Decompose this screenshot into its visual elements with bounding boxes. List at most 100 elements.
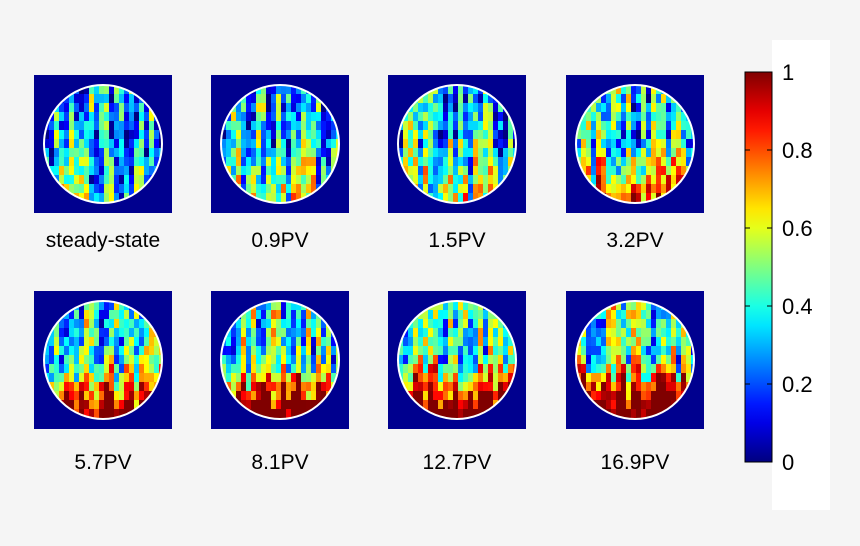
- saturation-cell: [154, 346, 160, 356]
- saturation-cell: [433, 409, 439, 419]
- saturation-cell: [458, 319, 464, 329]
- saturation-cell: [686, 130, 692, 140]
- saturation-cell: [296, 184, 302, 194]
- saturation-cell: [316, 355, 322, 365]
- saturation-cell: [586, 346, 592, 356]
- panel-label: 3.2PV: [606, 229, 663, 252]
- saturation-cell: [79, 337, 85, 347]
- saturation-cell: [433, 193, 439, 203]
- saturation-cell: [513, 355, 516, 365]
- saturation-cell: [301, 328, 307, 338]
- saturation-cell: [99, 112, 105, 122]
- saturation-cell: [119, 382, 125, 392]
- saturation-cell: [463, 382, 469, 392]
- saturation-cell: [631, 346, 637, 356]
- saturation-cell: [438, 337, 444, 347]
- saturation-cell: [443, 193, 449, 203]
- saturation-cell: [428, 121, 434, 131]
- saturation-cell: [54, 355, 60, 365]
- saturation-cell: [448, 139, 454, 149]
- saturation-cell: [591, 148, 597, 158]
- saturation-cell: [463, 112, 469, 122]
- saturation-cell: [408, 382, 414, 392]
- saturation-cell: [611, 346, 617, 356]
- saturation-cell: [656, 148, 662, 158]
- saturation-cell: [676, 319, 682, 329]
- saturation-cell: [611, 121, 617, 131]
- saturation-cell: [74, 346, 80, 356]
- saturation-cell: [89, 391, 95, 401]
- saturation-cell: [586, 364, 592, 374]
- saturation-cell: [631, 139, 637, 149]
- saturation-cell: [261, 94, 267, 104]
- saturation-cell: [104, 130, 110, 140]
- saturation-cell: [453, 382, 459, 392]
- saturation-cell: [601, 328, 607, 338]
- colorbar-gradient: [744, 71, 773, 463]
- saturation-cell: [149, 373, 155, 383]
- saturation-cell: [453, 337, 459, 347]
- saturation-cell: [241, 319, 247, 329]
- saturation-cell: [433, 373, 439, 383]
- saturation-cell: [438, 148, 444, 158]
- saturation-cell: [119, 139, 125, 149]
- saturation-cell: [601, 139, 607, 149]
- saturation-cell: [149, 121, 155, 131]
- saturation-cell: [119, 193, 125, 203]
- saturation-cell: [84, 157, 90, 167]
- saturation-cell: [306, 400, 312, 410]
- saturation-cell: [458, 85, 464, 95]
- saturation-cell: [636, 391, 642, 401]
- saturation-cell: [611, 355, 617, 365]
- saturation-cell: [433, 166, 439, 176]
- saturation-cell: [266, 301, 272, 311]
- saturation-cell: [498, 130, 504, 140]
- saturation-cell: [601, 94, 607, 104]
- saturation-cell: [621, 85, 627, 95]
- saturation-cell: [84, 94, 90, 104]
- saturation-cell: [281, 364, 287, 374]
- saturation-cell: [438, 355, 444, 365]
- saturation-cell: [94, 301, 100, 311]
- saturation-cell: [74, 121, 80, 131]
- saturation-cell: [89, 319, 95, 329]
- saturation-cell: [301, 103, 307, 113]
- saturation-cell: [468, 301, 474, 311]
- saturation-cell: [251, 373, 257, 383]
- saturation-cell: [631, 373, 637, 383]
- saturation-cell: [418, 373, 424, 383]
- saturation-cell: [403, 157, 409, 167]
- saturation-cell: [458, 94, 464, 104]
- saturation-cell: [458, 130, 464, 140]
- saturation-cell: [473, 184, 479, 194]
- saturation-cell: [84, 175, 90, 185]
- saturation-cell: [271, 157, 277, 167]
- saturation-cell: [69, 310, 75, 320]
- saturation-cell: [448, 355, 454, 365]
- saturation-cell: [636, 130, 642, 140]
- saturation-cell: [114, 148, 120, 158]
- saturation-cell: [606, 391, 612, 401]
- saturation-cell: [671, 103, 677, 113]
- saturation-cell: [591, 382, 597, 392]
- saturation-cell: [306, 112, 312, 122]
- saturation-cell: [448, 310, 454, 320]
- saturation-cell: [286, 157, 292, 167]
- saturation-cell: [601, 103, 607, 113]
- saturation-cell: [626, 346, 632, 356]
- saturation-cell: [316, 319, 322, 329]
- saturation-cell: [631, 103, 637, 113]
- saturation-cell: [94, 94, 100, 104]
- saturation-cell: [596, 346, 602, 356]
- saturation-cell: [94, 409, 100, 419]
- saturation-cell: [236, 121, 242, 131]
- saturation-cell: [281, 130, 287, 140]
- saturation-cell: [326, 346, 332, 356]
- saturation-cell: [134, 112, 140, 122]
- saturation-cell: [266, 157, 272, 167]
- saturation-cell: [74, 139, 80, 149]
- saturation-cell: [119, 328, 125, 338]
- saturation-cell: [508, 346, 514, 356]
- saturation-cell: [631, 193, 637, 203]
- saturation-cell: [94, 310, 100, 320]
